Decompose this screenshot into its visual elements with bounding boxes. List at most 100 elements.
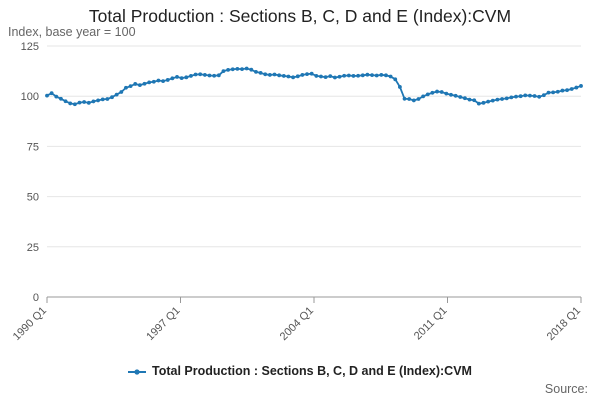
y-axis-ticks: 0 25 50 75 100 125 xyxy=(21,41,39,304)
data-point xyxy=(244,66,249,71)
data-point xyxy=(249,67,254,72)
data-point xyxy=(207,73,212,78)
data-point xyxy=(435,89,439,94)
data-point xyxy=(184,75,189,80)
data-point xyxy=(574,85,579,90)
x-tick-label: 1990 Q1 xyxy=(11,305,49,343)
data-point xyxy=(416,97,421,101)
data-point xyxy=(365,72,370,77)
data-point xyxy=(495,97,500,102)
y-tick-label: 50 xyxy=(27,192,39,204)
data-point xyxy=(240,67,244,71)
data-point xyxy=(569,87,574,91)
data-point xyxy=(509,95,514,100)
data-point xyxy=(45,93,49,98)
data-point xyxy=(59,96,63,101)
y-axis-label: Index, base year = 100 xyxy=(8,25,136,39)
x-tick-label: 2018 Q1 xyxy=(545,305,583,343)
x-tick-label: 1997 Q1 xyxy=(144,305,182,343)
data-point xyxy=(555,89,560,94)
data-point xyxy=(254,70,258,74)
data-point xyxy=(398,85,402,89)
data-point xyxy=(105,97,110,101)
data-point xyxy=(500,97,504,101)
y-tick-label: 100 xyxy=(21,91,39,103)
data-point xyxy=(124,85,128,90)
data-point xyxy=(342,73,347,78)
legend: Total Production : Sections B, C, D and … xyxy=(0,364,600,378)
x-axis: 1990 Q1 1997 Q1 2004 Q1 2011 Q1 2018 Q1 xyxy=(11,296,583,343)
data-point xyxy=(156,78,161,83)
data-point xyxy=(110,95,114,100)
data-point xyxy=(328,74,333,79)
data-point xyxy=(281,74,286,78)
data-point xyxy=(165,78,170,82)
data-point xyxy=(68,101,73,106)
data-point xyxy=(472,98,477,103)
y-tick-label: 0 xyxy=(33,292,39,304)
data-point xyxy=(467,97,472,102)
data-point xyxy=(82,100,87,104)
data-point xyxy=(151,79,156,84)
data-point xyxy=(263,72,268,77)
data-point xyxy=(170,76,175,81)
data-point xyxy=(235,66,240,71)
data-point xyxy=(449,92,453,97)
data-point xyxy=(258,71,263,75)
data-point xyxy=(356,73,361,78)
data-point xyxy=(300,73,305,77)
data-point xyxy=(133,82,138,86)
data-point xyxy=(402,96,407,101)
y-tick-label: 25 xyxy=(27,242,39,254)
data-point xyxy=(100,97,105,102)
data-point xyxy=(147,80,152,85)
data-point xyxy=(458,95,463,99)
data-point xyxy=(388,74,393,79)
chart-title: Total Production : Sections B, C, D and … xyxy=(88,6,512,26)
data-point xyxy=(305,72,309,77)
data-point xyxy=(212,73,217,78)
data-point xyxy=(314,74,319,78)
data-point xyxy=(96,98,100,103)
data-point xyxy=(532,94,537,98)
data-point xyxy=(277,73,282,78)
data-point xyxy=(337,74,342,79)
data-point xyxy=(323,75,328,80)
data-point xyxy=(379,73,384,77)
data-point xyxy=(77,100,82,105)
y-tick-label: 75 xyxy=(27,141,39,153)
data-point xyxy=(119,90,124,94)
data-point xyxy=(216,73,221,78)
data-point xyxy=(528,93,532,98)
data-point xyxy=(453,93,458,98)
data-point xyxy=(504,96,509,101)
data-point xyxy=(49,91,54,96)
data-point xyxy=(384,73,388,78)
data-point xyxy=(54,94,59,99)
source-label: Source: xyxy=(544,382,588,396)
data-series xyxy=(45,66,583,107)
data-point xyxy=(142,81,147,86)
data-point xyxy=(430,90,435,95)
data-point xyxy=(490,98,495,103)
data-point xyxy=(114,92,119,97)
data-point xyxy=(541,93,546,98)
data-point xyxy=(425,92,430,97)
y-tick-label: 125 xyxy=(21,41,39,53)
data-point xyxy=(86,100,91,105)
data-point xyxy=(476,101,481,106)
data-point xyxy=(518,94,523,99)
data-point xyxy=(565,88,569,93)
data-point xyxy=(137,83,142,88)
data-point xyxy=(193,72,198,77)
data-point xyxy=(230,67,235,72)
legend-label: Total Production : Sections B, C, D and … xyxy=(152,364,472,378)
data-point xyxy=(291,75,295,80)
data-point xyxy=(370,73,374,78)
data-point xyxy=(514,94,518,99)
data-point xyxy=(546,90,551,95)
data-point xyxy=(444,91,449,96)
data-point xyxy=(481,100,486,105)
data-point xyxy=(421,94,426,99)
